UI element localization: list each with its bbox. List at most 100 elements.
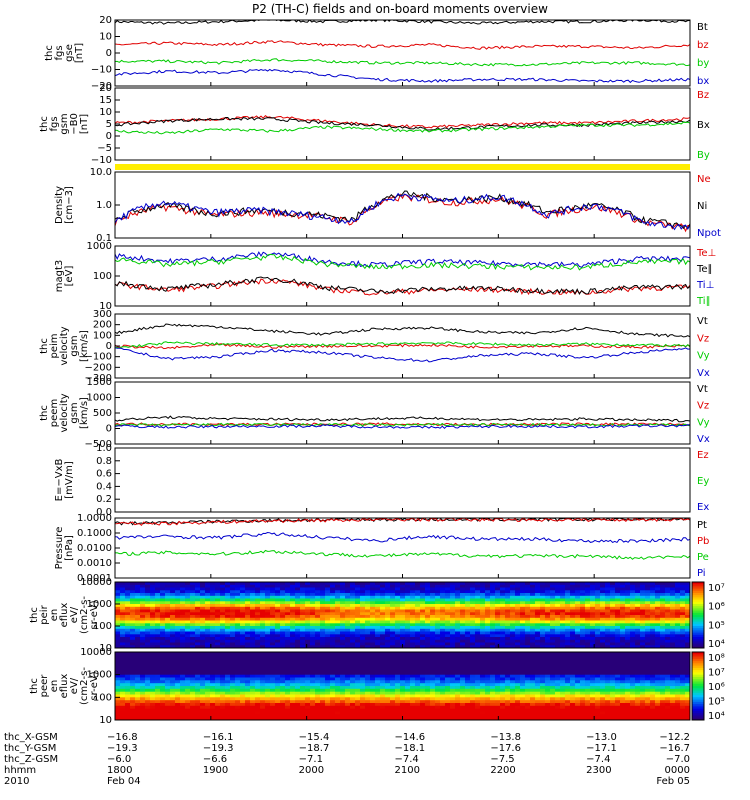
footer-value: −17.6 xyxy=(490,743,521,754)
y-axis-label-peer: thcpeerenefluxeV/(cm2-s-sr-eV) xyxy=(29,667,100,705)
y-tick-label: 0.0001 xyxy=(77,573,112,584)
y-tick-label: 100 xyxy=(93,330,112,341)
y-tick-label: 0 xyxy=(106,131,112,142)
footer-value: −6.6 xyxy=(203,754,227,765)
series-fgs_gsm-0 xyxy=(115,115,690,129)
y-tick-label: 10 xyxy=(99,32,112,43)
series-fgs_gsm-1 xyxy=(115,117,690,131)
temp-traces xyxy=(115,251,690,296)
y-tick-label: 10 xyxy=(99,301,112,312)
footer-value: 1800 xyxy=(107,765,132,776)
footer-value: −7.0 xyxy=(666,754,690,765)
footer-value: 2200 xyxy=(490,765,515,776)
panel-fgs_gse: Bt bz by bx 20 10 0 −10 −20 thcfgsgse[nT] xyxy=(44,15,709,92)
footer-label: 2010 xyxy=(4,776,29,787)
colorbar-tick: 10⁴ xyxy=(708,711,725,722)
series-peim-1 xyxy=(115,343,690,350)
y-tick-label: 0.6 xyxy=(96,469,112,480)
series-density-2 xyxy=(115,192,690,231)
fgs_gsm-traces xyxy=(115,115,690,135)
colorbar-tick: 10⁶ xyxy=(708,602,725,613)
y-tick-label: −10 xyxy=(91,65,112,76)
footer-value: −16.1 xyxy=(203,732,234,743)
footer-value: Feb 05 xyxy=(656,776,690,787)
panel-efield: Ez Ey Ex 1.0 0.8 0.60.4 0.2 0.0 E=−VxB[mV/m] xyxy=(54,443,709,518)
pressure-traces xyxy=(115,518,690,560)
legend-peem-3: Vx xyxy=(697,434,710,445)
y-tick-label: −100 xyxy=(85,352,112,363)
panel-frame xyxy=(114,381,691,445)
colorbar-tick: 10⁷ xyxy=(708,668,725,679)
y-tick-label: −200 xyxy=(85,362,112,373)
y-axis-label-peir: thcpeirenefluxeV/(cm2-s-sr-eV) xyxy=(29,596,100,634)
series-fgs_gse-3 xyxy=(115,68,690,84)
y-axis-label-fgs_gsm: thcfgsgsm−B0[nT] xyxy=(39,113,90,135)
density-traces xyxy=(115,190,690,233)
panel-frame xyxy=(114,19,691,87)
colorbar-tick: 10⁴ xyxy=(708,639,725,650)
y-tick-label: 20 xyxy=(99,83,112,94)
legend-temp-3: Ti∥ xyxy=(696,296,711,307)
footer-value: −7.4 xyxy=(586,754,610,765)
legend-fgs_gse-1: bz xyxy=(697,40,709,51)
y-axis-label-peim: thcpeimvelocitygsm[km/s] xyxy=(39,326,90,365)
colorbar-tick: 10⁵ xyxy=(708,697,725,708)
legend-efield-2: Ex xyxy=(697,502,709,513)
y-tick-label: 100 xyxy=(93,692,112,703)
legend-density-1: Ni xyxy=(697,201,707,212)
y-tick-label: 1000 xyxy=(87,599,112,610)
y-tick-label: 5 xyxy=(106,119,112,130)
y-tick-label: 1.0 xyxy=(96,200,112,211)
colorbar-tick: 10⁵ xyxy=(708,620,725,631)
footer-value: −19.3 xyxy=(203,743,234,754)
legend-pressure-1: Pb xyxy=(697,536,709,547)
y-tick-label: −20 xyxy=(91,81,112,92)
series-fgs_gse-2 xyxy=(115,58,690,67)
legend-pressure-0: Pt xyxy=(697,520,707,531)
panel-peer: 10⁸ 10⁷ 10⁶ 10⁵ 10⁴ 10000 1000 100 10 thcpeerenef… xyxy=(29,647,725,726)
legend-peem-2: Vy xyxy=(697,417,710,428)
y-tick-label: 0.1000 xyxy=(77,528,112,539)
figure-title: P2 (TH-C) fields and on-board moments ov… xyxy=(252,2,548,16)
series-density-0 xyxy=(115,193,690,233)
footer-label: hhmm xyxy=(4,765,36,776)
colorbar-tick: 10⁶ xyxy=(708,682,725,693)
legend-peim-3: Vx xyxy=(697,368,710,379)
footer-value: −17.1 xyxy=(586,743,617,754)
series-peem-1 xyxy=(115,422,690,427)
peim-traces xyxy=(115,323,690,363)
footer-value: Feb 04 xyxy=(107,776,141,787)
y-axis-label-density: Density[cm−3] xyxy=(54,186,75,224)
footer-value: −16.7 xyxy=(659,743,690,754)
y-axis-label-pressure: Pressure[nPa] xyxy=(54,527,75,570)
series-peem-0 xyxy=(115,415,690,423)
y-tick-label: −5 xyxy=(97,143,112,154)
y-tick-label: 10 xyxy=(99,715,112,726)
peir-colorbar: 10⁷ 10⁶ 10⁵ 10⁴ xyxy=(691,581,725,650)
legend-efield-1: Ey xyxy=(697,476,709,487)
panel-frame xyxy=(114,87,691,161)
series-temp-2 xyxy=(115,251,690,268)
y-tick-label: 0.0010 xyxy=(77,558,112,569)
footer-value: 0000 xyxy=(665,765,690,776)
panel-density: Ne Ni Npot 10.0 1.0 0.1 Density[cm−3] xyxy=(54,167,721,244)
y-tick-label: 500 xyxy=(93,408,112,419)
y-tick-label: 1000 xyxy=(87,670,112,681)
legend-fgs_gse-2: by xyxy=(697,58,709,69)
legend-fgs_gse-0: Bt xyxy=(697,22,708,33)
series-peem-2 xyxy=(115,422,690,427)
peem-traces xyxy=(115,415,690,429)
footer-value: −18.1 xyxy=(395,743,426,754)
legend-peem-1: Vz xyxy=(697,401,709,412)
y-tick-label: 200 xyxy=(93,320,112,331)
legend-peem-0: Vt xyxy=(697,384,708,395)
y-tick-label: 0.4 xyxy=(96,481,112,492)
legend-temp-1: Te∥ xyxy=(696,264,713,275)
series-pressure-3 xyxy=(115,531,690,544)
series-temp-1 xyxy=(115,276,690,296)
panel-frame xyxy=(114,245,691,307)
footer-value: −6.0 xyxy=(107,754,131,765)
y-tick-label: 0 xyxy=(106,424,112,435)
y-tick-label: 0.2 xyxy=(96,494,112,505)
